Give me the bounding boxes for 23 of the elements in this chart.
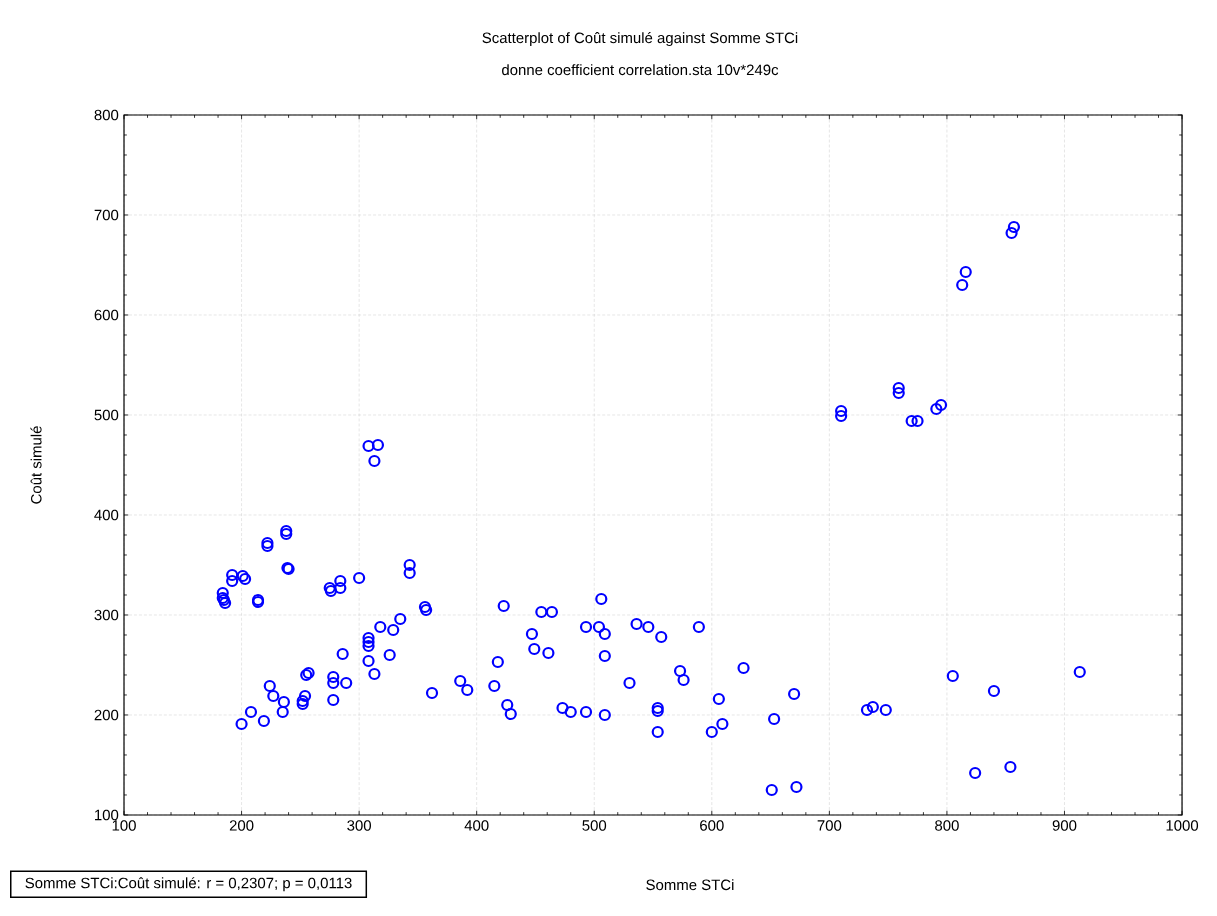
x-tick-label: 200 <box>229 820 254 831</box>
x-tick-label: 900 <box>1052 820 1077 831</box>
y-tick-label: 800 <box>94 109 119 121</box>
x-tick-label: 700 <box>817 820 842 831</box>
x-tick-label: 400 <box>464 820 489 831</box>
y-axis-title: Coût simulé <box>30 426 42 504</box>
x-axis-title: Somme STCi <box>646 879 734 891</box>
y-tick-label: 500 <box>94 409 119 421</box>
text: Somme STCi:Coût simulé: r = 0,2307; p = 0,0113 <box>25 877 352 892</box>
y-tick-label: 400 <box>94 509 119 521</box>
y-tick-label: 700 <box>94 209 119 221</box>
y-tick-label: 100 <box>95 809 119 821</box>
y-tick-label: 600 <box>94 309 119 321</box>
x-tick-label: 1000 <box>1166 820 1199 831</box>
y-tick-label: 200 <box>94 709 119 721</box>
y-tick-label: 300 <box>94 609 119 621</box>
x-tick-label: 300 <box>347 820 371 831</box>
x-tick-label: 800 <box>935 820 959 831</box>
chart-subtitle: donne coefficient correlation.sta 10v*249c <box>502 64 779 76</box>
x-tick-label: 600 <box>700 820 724 831</box>
x-tick-label: 500 <box>582 820 607 831</box>
chart-title: Scatterplot of Coût simulé against Somme STCi <box>482 31 798 47</box>
x-tick-label: 100 <box>112 820 136 831</box>
